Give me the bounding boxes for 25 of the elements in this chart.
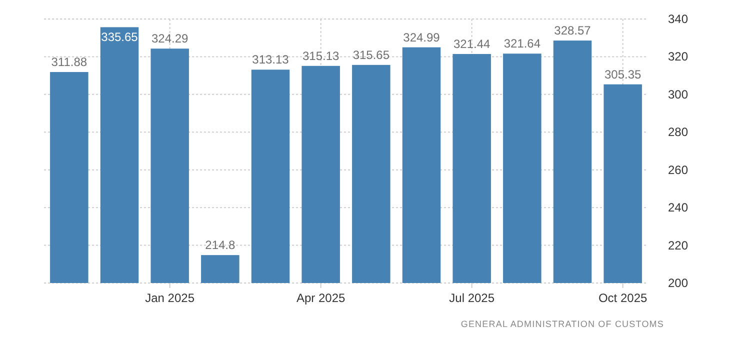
- data-label: 305.35: [604, 67, 642, 82]
- data-label: 328.57: [554, 24, 592, 38]
- text: GENERAL ADMINISTRATION OF CUSTOMS: [460, 319, 664, 329]
- data-label: 335.65: [101, 30, 138, 44]
- data-label: 315.13: [302, 48, 340, 63]
- data-label: 324.99: [403, 30, 440, 44]
- y-tick-label: 240: [668, 200, 688, 215]
- y-tick-label: 300: [668, 87, 688, 102]
- y-tick-label: 320: [668, 50, 688, 64]
- y-tick-label: 340: [668, 12, 688, 26]
- y-tick-label: 220: [668, 238, 688, 252]
- data-label: 321.64: [504, 36, 541, 51]
- data-label: 321.44: [453, 37, 491, 51]
- x-tick-label: Apr 2025: [296, 291, 346, 305]
- y-tick-label: 200: [668, 276, 688, 290]
- y-tick-label: 260: [668, 162, 688, 177]
- data-label: 324.29: [151, 32, 189, 46]
- data-label: 313.13: [252, 52, 290, 67]
- x-tick-label: Jul 2025: [449, 291, 495, 305]
- y-tick-label: 280: [668, 125, 688, 140]
- data-label: 311.88: [51, 55, 88, 70]
- x-tick-label: Jan 2025: [145, 291, 195, 305]
- x-tick-label: Oct 2025: [598, 291, 648, 305]
- data-label: 315.65: [352, 48, 390, 62]
- data-label: 214.8: [205, 238, 236, 252]
